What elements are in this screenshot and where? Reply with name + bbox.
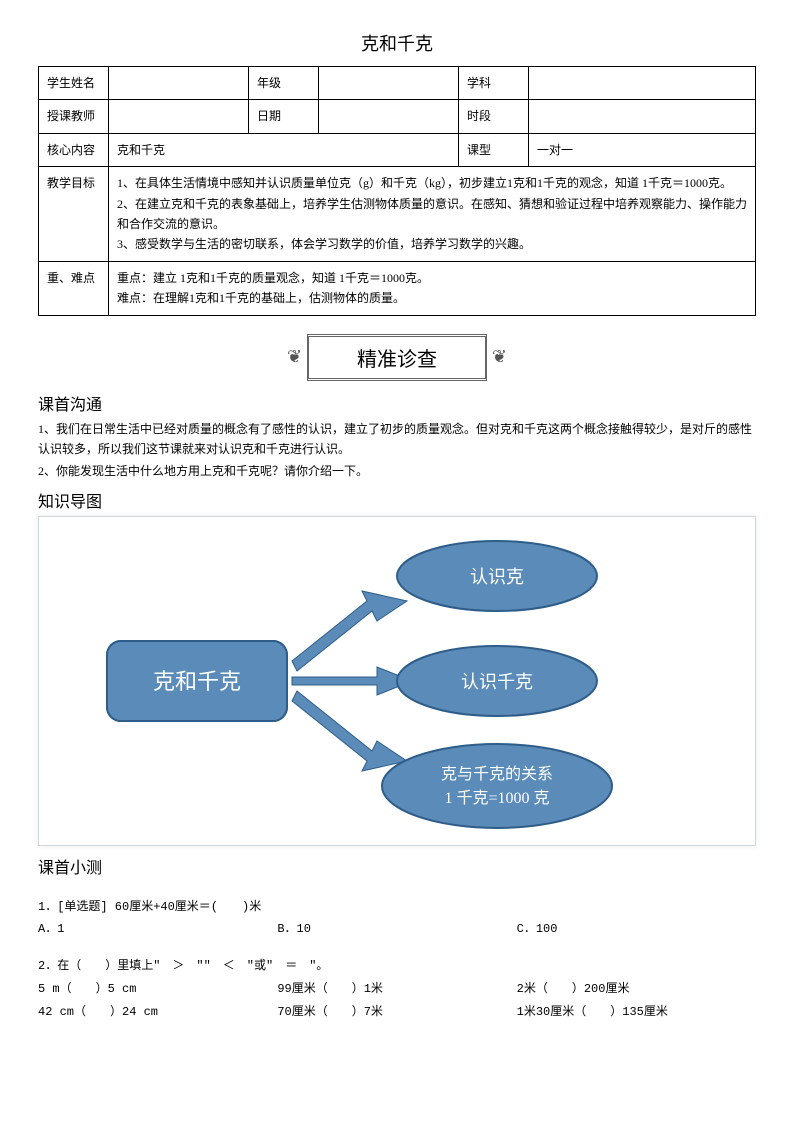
- q1-option-a: A．1: [38, 918, 277, 941]
- q2-r1b: 99厘米（ ）1米: [277, 978, 516, 1001]
- cell-subject-label: 学科: [459, 67, 529, 100]
- node-1-label: 认识克: [470, 567, 524, 587]
- cell-teacher-label: 授课教师: [39, 100, 109, 133]
- node-3-label1: 克与千克的关系: [441, 765, 553, 783]
- cell-period-value: [529, 100, 756, 133]
- quiz-block: 1．[单选题] 60厘米+40厘米＝( )米 A．1 B．10 C．100 2．…: [38, 886, 756, 1024]
- table-row: 授课教师 日期 时段: [39, 100, 756, 133]
- heading-quiz: 课首小测: [38, 854, 756, 878]
- node-3-shape: [382, 744, 612, 828]
- heading-comm: 课首沟通: [38, 391, 756, 415]
- q1-options: A．1 B．10 C．100: [38, 918, 756, 941]
- cell-classtype-label: 课型: [459, 133, 529, 166]
- table-row: 核心内容 克和千克 课型 一对一: [39, 133, 756, 166]
- q2-r2a: 42 cm（ ）24 cm: [38, 1001, 277, 1024]
- root-node-label: 克和千克: [153, 669, 241, 694]
- q2-r1a: 5 m（ ）5 cm: [38, 978, 277, 1001]
- node-2-label: 认识千克: [461, 672, 533, 692]
- mindmap-diagram: 克和千克 认识克 认识千克 克与千克的关系 1 千克=1000 克: [38, 516, 756, 846]
- cell-teacher-value: [109, 100, 249, 133]
- ornament-right-icon: ❦: [492, 347, 507, 368]
- q2-stem: 2．在（ ）里填上" ＞ "" ＜ "或" ＝ "。: [38, 955, 756, 978]
- table-row: 教学目标 1、在具体生活情境中感知并认识质量单位克（g）和千克（kg），初步建立…: [39, 167, 756, 262]
- q1-option-b: B．10: [277, 918, 516, 941]
- cell-keydiff-label: 重、难点: [39, 261, 109, 315]
- comm-p2: 2、你能发现生活中什么地方用上克和千克呢？请你介绍一下。: [38, 461, 756, 481]
- page-title: 克和千克: [38, 30, 756, 56]
- cell-grade-value: [319, 67, 459, 100]
- cell-date-label: 日期: [249, 100, 319, 133]
- cell-student-name-value: [109, 67, 249, 100]
- cell-grade-label: 年级: [249, 67, 319, 100]
- q1-stem: 1．[单选题] 60厘米+40厘米＝( )米: [38, 896, 756, 919]
- cell-classtype-value: 一对一: [529, 133, 756, 166]
- arrow-icon: [292, 691, 407, 771]
- ornament-left-icon: ❦: [287, 347, 302, 368]
- heading-mindmap: 知识导图: [38, 488, 756, 512]
- info-table: 学生姓名 年级 学科 授课教师 日期 时段 核心内容 克和千克 课型 一对一 教…: [38, 66, 756, 316]
- comm-p1: 1、我们在日常生活中已经对质量的概念有了感性的认识，建立了初步的质量观念。但对克…: [38, 419, 756, 460]
- banner-label: 精准诊查: [357, 349, 437, 371]
- cell-date-value: [319, 100, 459, 133]
- arrow-icon: [292, 591, 407, 671]
- arrow-icon: [292, 667, 412, 695]
- q2-row2: 42 cm（ ）24 cm 70厘米（ ）7米 1米30厘米（ ）135厘米: [38, 1001, 756, 1024]
- q2-r2c: 1米30厘米（ ）135厘米: [517, 1001, 756, 1024]
- cell-core-value: 克和千克: [109, 133, 459, 166]
- table-row: 重、难点 重点：建立 1克和1千克的质量观念，知道 1千克＝1000克。 难点：…: [39, 261, 756, 315]
- cell-goals-label: 教学目标: [39, 167, 109, 262]
- q2-row1: 5 m（ ）5 cm 99厘米（ ）1米 2米（ ）200厘米: [38, 978, 756, 1001]
- diagnosis-banner: ❦ 精准诊查 ❦: [38, 334, 756, 381]
- q2-r2b: 70厘米（ ）7米: [277, 1001, 516, 1024]
- banner-box: ❦ 精准诊查 ❦: [307, 334, 487, 381]
- cell-core-label: 核心内容: [39, 133, 109, 166]
- cell-goals-value: 1、在具体生活情境中感知并认识质量单位克（g）和千克（kg），初步建立1克和1千…: [109, 167, 756, 262]
- q2-r1c: 2米（ ）200厘米: [517, 978, 756, 1001]
- cell-period-label: 时段: [459, 100, 529, 133]
- mindmap-svg: 克和千克 认识克 认识千克 克与千克的关系 1 千克=1000 克: [43, 521, 751, 841]
- arrow-group: [292, 591, 412, 771]
- cell-keydiff-value: 重点：建立 1克和1千克的质量观念，知道 1千克＝1000克。 难点：在理解1克…: [109, 261, 756, 315]
- cell-student-name-label: 学生姓名: [39, 67, 109, 100]
- node-3-label2: 1 千克=1000 克: [444, 789, 549, 807]
- q1-option-c: C．100: [517, 918, 756, 941]
- table-row: 学生姓名 年级 学科: [39, 67, 756, 100]
- cell-subject-value: [529, 67, 756, 100]
